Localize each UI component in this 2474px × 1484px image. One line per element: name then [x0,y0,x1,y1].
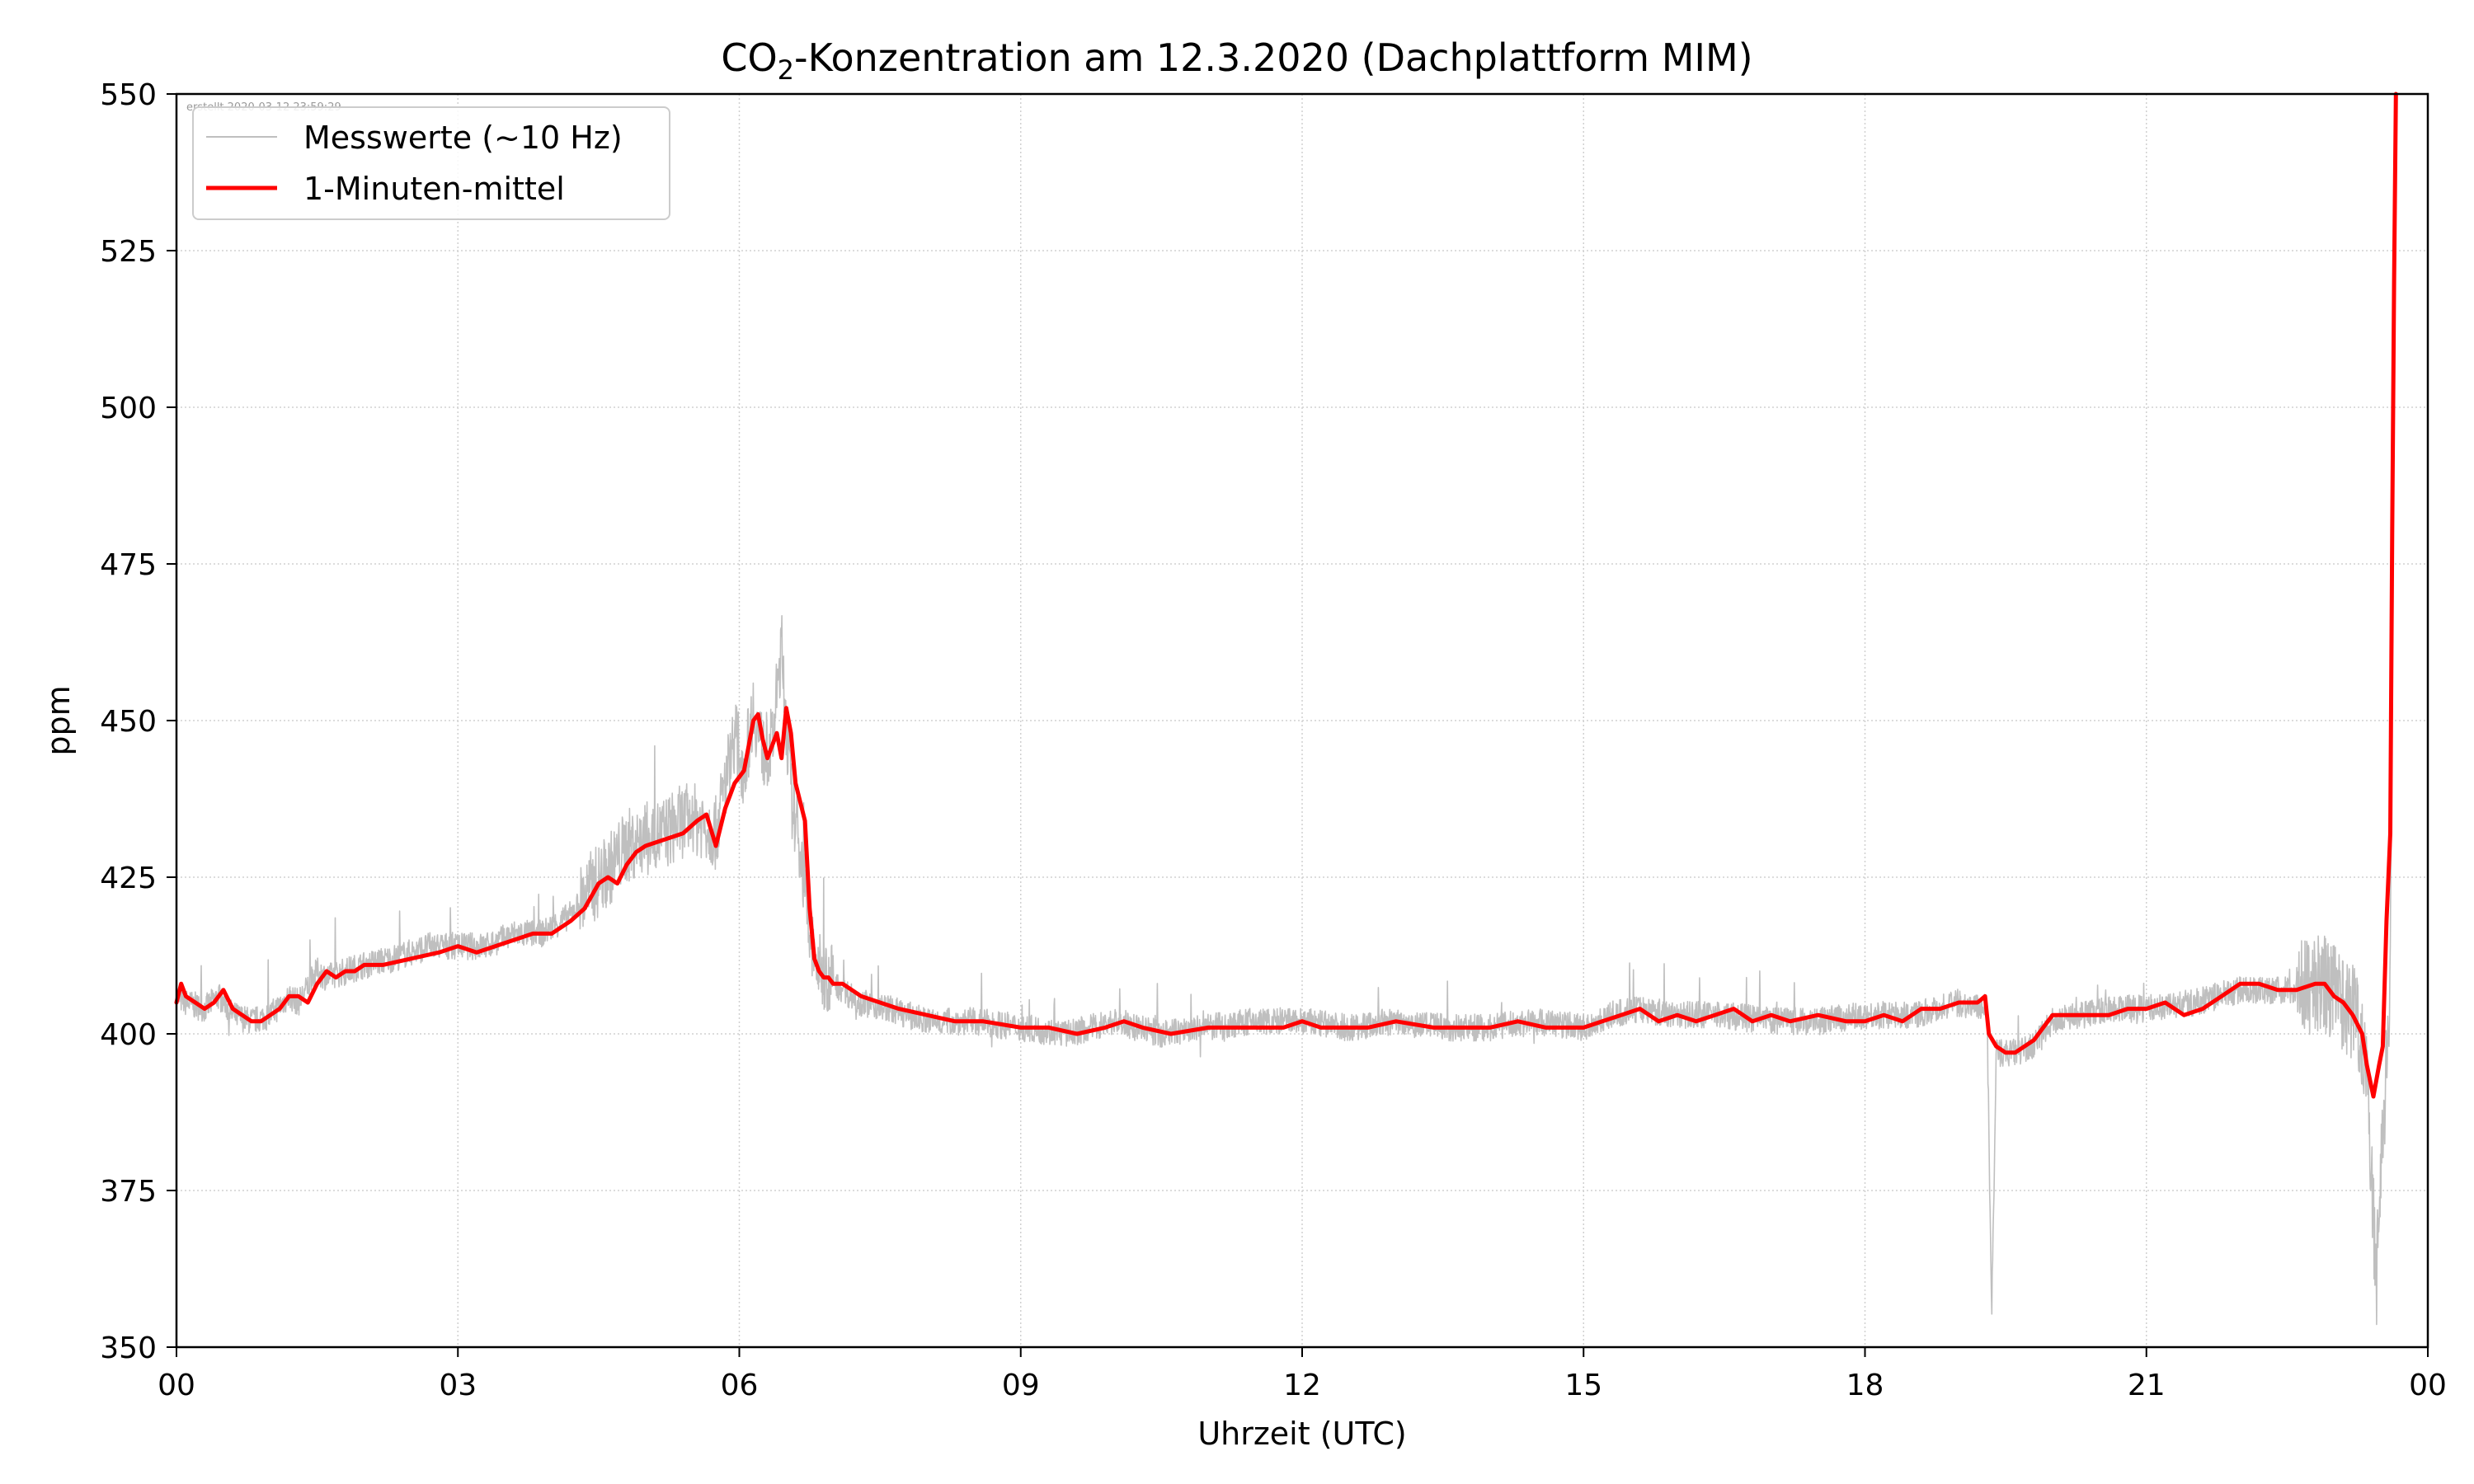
chart-title: CO2-Konzentration am 12.3.2020 (Dachplat… [721,35,1752,86]
x-tick-label: 18 [1846,1369,1884,1402]
y-tick-label: 400 [100,1018,157,1052]
series-layer [174,92,2398,1326]
x-tick-label: 15 [1564,1369,1602,1402]
y-tick-label: 450 [100,705,157,739]
y-tick-label: 500 [100,392,157,425]
x-tick-label: 00 [158,1369,195,1402]
x-tick-label: 06 [721,1369,759,1402]
legend-label-mean: 1-Minuten-mittel [303,171,565,207]
y-tick-label: 475 [100,548,157,582]
x-tick-label: 21 [2128,1369,2166,1402]
x-tick-label: 12 [1283,1369,1321,1402]
legend: Messwerte (~10 Hz) 1-Minuten-mittel [192,106,670,220]
x-tick-label: 00 [2409,1369,2447,1402]
x-axis-ticks: 00 03 06 09 12 15 18 21 00 [158,1347,2447,1402]
series-1min-mean-line [174,92,2398,1099]
x-tick-label: 03 [439,1369,477,1402]
chart-title-subscript: 2 [778,54,794,86]
legend-box [192,106,670,220]
y-tick-label: 350 [100,1331,157,1365]
x-tick-label: 09 [1002,1369,1040,1402]
y-tick-label: 425 [100,862,157,895]
y-axis-ticks: 350 375 400 425 450 475 500 525 550 [100,78,176,1365]
y-tick-label: 375 [100,1175,157,1209]
series-measurements-line [176,142,2396,1326]
y-tick-label: 550 [100,78,157,112]
y-axis-label: ppm [40,685,77,755]
legend-label-measurements: Messwerte (~10 Hz) [303,120,623,156]
y-tick-label: 525 [100,235,157,269]
x-axis-label: Uhrzeit (UTC) [1197,1416,1406,1452]
